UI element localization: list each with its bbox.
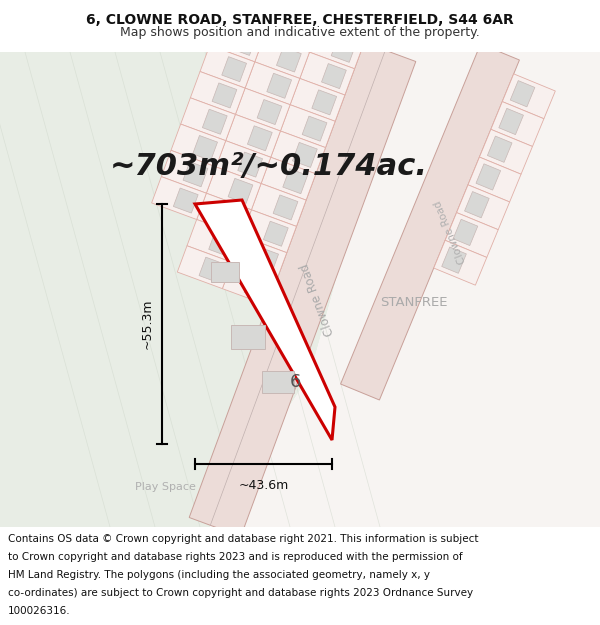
Text: Clowne Road: Clowne Road: [298, 261, 337, 338]
Text: 100026316.: 100026316.: [8, 606, 70, 616]
Polygon shape: [226, 114, 280, 158]
Text: Play Space: Play Space: [134, 482, 196, 492]
Polygon shape: [238, 152, 263, 177]
Text: co-ordinates) are subject to Crown copyright and database rights 2023 Ordnance S: co-ordinates) are subject to Crown copyr…: [8, 588, 473, 598]
Polygon shape: [476, 164, 500, 190]
Text: Contains OS data © Crown copyright and database right 2021. This information is : Contains OS data © Crown copyright and d…: [8, 534, 478, 544]
Text: ~43.6m: ~43.6m: [238, 479, 289, 492]
Polygon shape: [502, 74, 556, 119]
Text: ~703m²/~0.174ac.: ~703m²/~0.174ac.: [110, 152, 428, 181]
Polygon shape: [341, 44, 520, 400]
Text: STANFREE: STANFREE: [380, 296, 448, 309]
Polygon shape: [273, 195, 298, 220]
Polygon shape: [331, 38, 356, 62]
Polygon shape: [302, 116, 327, 141]
Polygon shape: [457, 185, 509, 230]
Polygon shape: [290, 79, 345, 121]
Polygon shape: [161, 151, 216, 193]
Polygon shape: [232, 236, 287, 279]
Polygon shape: [195, 200, 335, 440]
Text: 6: 6: [289, 373, 301, 391]
Polygon shape: [464, 191, 489, 218]
Polygon shape: [241, 4, 266, 29]
Polygon shape: [187, 219, 242, 262]
Polygon shape: [262, 371, 294, 393]
Polygon shape: [210, 19, 265, 62]
Polygon shape: [277, 47, 301, 72]
Polygon shape: [245, 62, 300, 105]
Polygon shape: [190, 71, 245, 114]
Polygon shape: [261, 158, 316, 200]
Polygon shape: [152, 177, 206, 219]
Polygon shape: [173, 188, 198, 213]
Polygon shape: [263, 221, 288, 246]
Polygon shape: [251, 184, 306, 226]
Polygon shape: [499, 108, 523, 134]
Polygon shape: [267, 73, 292, 98]
Polygon shape: [312, 90, 337, 115]
Polygon shape: [210, 52, 600, 527]
Polygon shape: [223, 262, 277, 305]
Polygon shape: [242, 210, 296, 252]
Text: Map shows position and indicative extent of the property.: Map shows position and indicative extent…: [120, 26, 480, 39]
Text: 6, CLOWNE ROAD, STANFREE, CHESTERFIELD, S44 6AR: 6, CLOWNE ROAD, STANFREE, CHESTERFIELD, …: [86, 13, 514, 27]
Polygon shape: [280, 105, 335, 148]
Polygon shape: [212, 83, 237, 108]
Polygon shape: [0, 52, 340, 527]
Polygon shape: [286, 21, 311, 46]
Polygon shape: [300, 52, 355, 95]
Polygon shape: [257, 99, 282, 124]
Polygon shape: [202, 109, 227, 134]
Polygon shape: [265, 9, 319, 52]
Polygon shape: [220, 0, 274, 36]
Polygon shape: [216, 141, 271, 184]
Polygon shape: [255, 36, 310, 79]
Text: HM Land Registry. The polygons (including the associated geometry, namely x, y: HM Land Registry. The polygons (includin…: [8, 570, 430, 580]
Text: to Crown copyright and database rights 2023 and is reproduced with the permissio: to Crown copyright and database rights 2…: [8, 552, 463, 562]
Polygon shape: [491, 102, 544, 146]
Polygon shape: [171, 124, 226, 167]
Polygon shape: [197, 193, 251, 236]
Polygon shape: [442, 247, 466, 273]
Polygon shape: [199, 257, 224, 282]
Text: ~55.3m: ~55.3m: [141, 299, 154, 349]
Polygon shape: [247, 126, 272, 151]
Polygon shape: [200, 45, 255, 88]
Polygon shape: [232, 31, 256, 56]
Polygon shape: [235, 88, 290, 131]
Polygon shape: [228, 178, 253, 203]
Polygon shape: [193, 136, 218, 161]
Polygon shape: [244, 274, 269, 299]
Polygon shape: [209, 231, 233, 256]
Polygon shape: [222, 57, 247, 82]
Polygon shape: [445, 213, 498, 258]
Polygon shape: [271, 131, 325, 174]
Text: Clowne Road: Clowne Road: [433, 199, 467, 265]
Polygon shape: [468, 157, 521, 202]
Polygon shape: [322, 64, 346, 89]
Polygon shape: [310, 26, 364, 69]
Polygon shape: [178, 246, 232, 289]
Polygon shape: [211, 262, 239, 282]
Polygon shape: [510, 81, 535, 107]
Polygon shape: [231, 325, 265, 349]
Polygon shape: [434, 240, 487, 285]
Polygon shape: [181, 98, 235, 141]
Polygon shape: [218, 204, 243, 229]
Polygon shape: [183, 162, 208, 187]
Polygon shape: [479, 129, 532, 174]
Polygon shape: [189, 42, 416, 536]
Polygon shape: [254, 248, 278, 272]
Polygon shape: [453, 219, 478, 246]
Polygon shape: [487, 136, 512, 162]
Polygon shape: [206, 167, 261, 210]
Polygon shape: [292, 142, 317, 168]
Polygon shape: [283, 169, 308, 194]
